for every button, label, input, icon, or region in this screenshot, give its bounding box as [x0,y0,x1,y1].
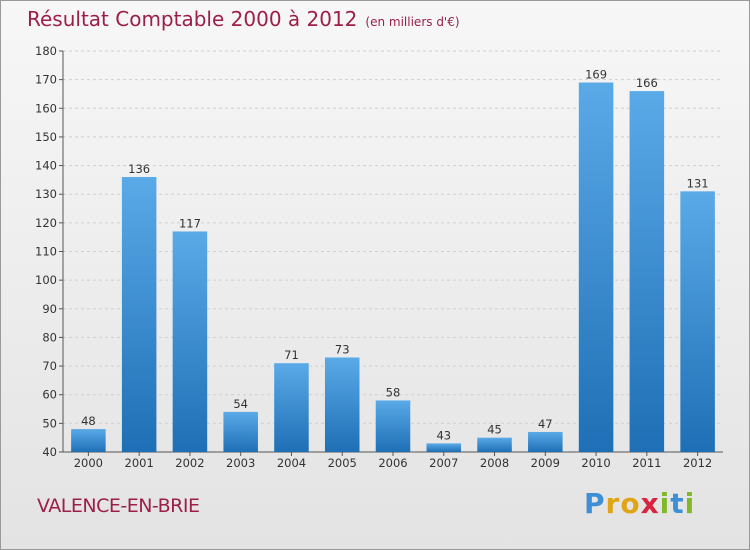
x-tick-label: 2011 [632,456,661,470]
bar-value-label: 117 [179,216,201,230]
bar [121,177,157,452]
bar [528,431,563,452]
y-tick-label: 160 [35,101,57,115]
bar-value-label: 73 [335,342,350,356]
x-tick-label: 2002 [175,456,204,470]
y-tick-label: 130 [35,187,57,201]
logo-letter: P [584,487,606,520]
bar-value-label: 136 [128,162,150,176]
bar-value-label: 54 [233,397,248,411]
chart-subtitle: (en milliers d'€) [365,15,460,29]
bar-value-label: 166 [636,76,658,90]
chart-title: Résultat Comptable 2000 à 2012 (en millie… [27,7,460,31]
y-tick-label: 110 [35,245,57,259]
y-tick-label: 50 [42,416,57,430]
logo-letter: r [605,487,621,520]
y-tick-label: 100 [35,273,57,287]
x-tick-label: 2001 [125,456,154,470]
bar [680,191,715,452]
y-tick-label: 120 [35,216,57,230]
chart-title-text: Résultat Comptable 2000 à 2012 [27,7,358,31]
logo-letter: i [659,487,671,520]
x-tick-label: 2008 [480,456,509,470]
bar-value-label: 71 [284,348,299,362]
x-tick-label: 2000 [74,456,103,470]
bar [172,231,208,452]
y-tick-label: 140 [35,159,57,173]
y-tick-label: 150 [35,130,57,144]
bar-value-label: 169 [585,68,607,82]
logo-letter: x [640,487,660,520]
y-tick-label: 90 [42,302,57,316]
bar [477,437,512,452]
commune-name: VALENCE-EN-BRIE [37,495,200,517]
y-tick-label: 40 [42,445,57,459]
bar [426,443,462,452]
y-tick-label: 180 [35,44,57,58]
x-tick-label: 2007 [429,456,458,470]
bar-value-label: 43 [436,428,451,442]
x-tick-label: 2012 [683,456,712,470]
bar-value-label: 48 [81,414,96,428]
logo-letter: t [670,487,685,520]
bar [324,357,360,452]
x-tick-label: 2010 [581,456,610,470]
logo-letter: i [684,487,696,520]
x-tick-label: 2006 [378,456,407,470]
bar [629,91,665,452]
bar [375,400,411,452]
y-tick-label: 70 [42,359,57,373]
bar [578,82,614,452]
logo-letter: o [620,487,641,520]
bar [71,429,106,452]
bar-value-label: 45 [487,423,502,437]
proxiti-logo: Proxiti [584,487,695,520]
y-tick-label: 170 [35,73,57,87]
x-tick-label: 2004 [277,456,306,470]
y-tick-label: 60 [42,388,57,402]
x-tick-label: 2005 [328,456,357,470]
y-tick-label: 80 [42,330,57,344]
bar-value-label: 47 [538,417,553,431]
x-tick-label: 2003 [226,456,255,470]
bar-value-label: 58 [386,385,401,399]
bar [274,363,309,452]
x-tick-label: 2009 [531,456,560,470]
bar-value-label: 131 [687,176,709,190]
bar [223,411,258,452]
